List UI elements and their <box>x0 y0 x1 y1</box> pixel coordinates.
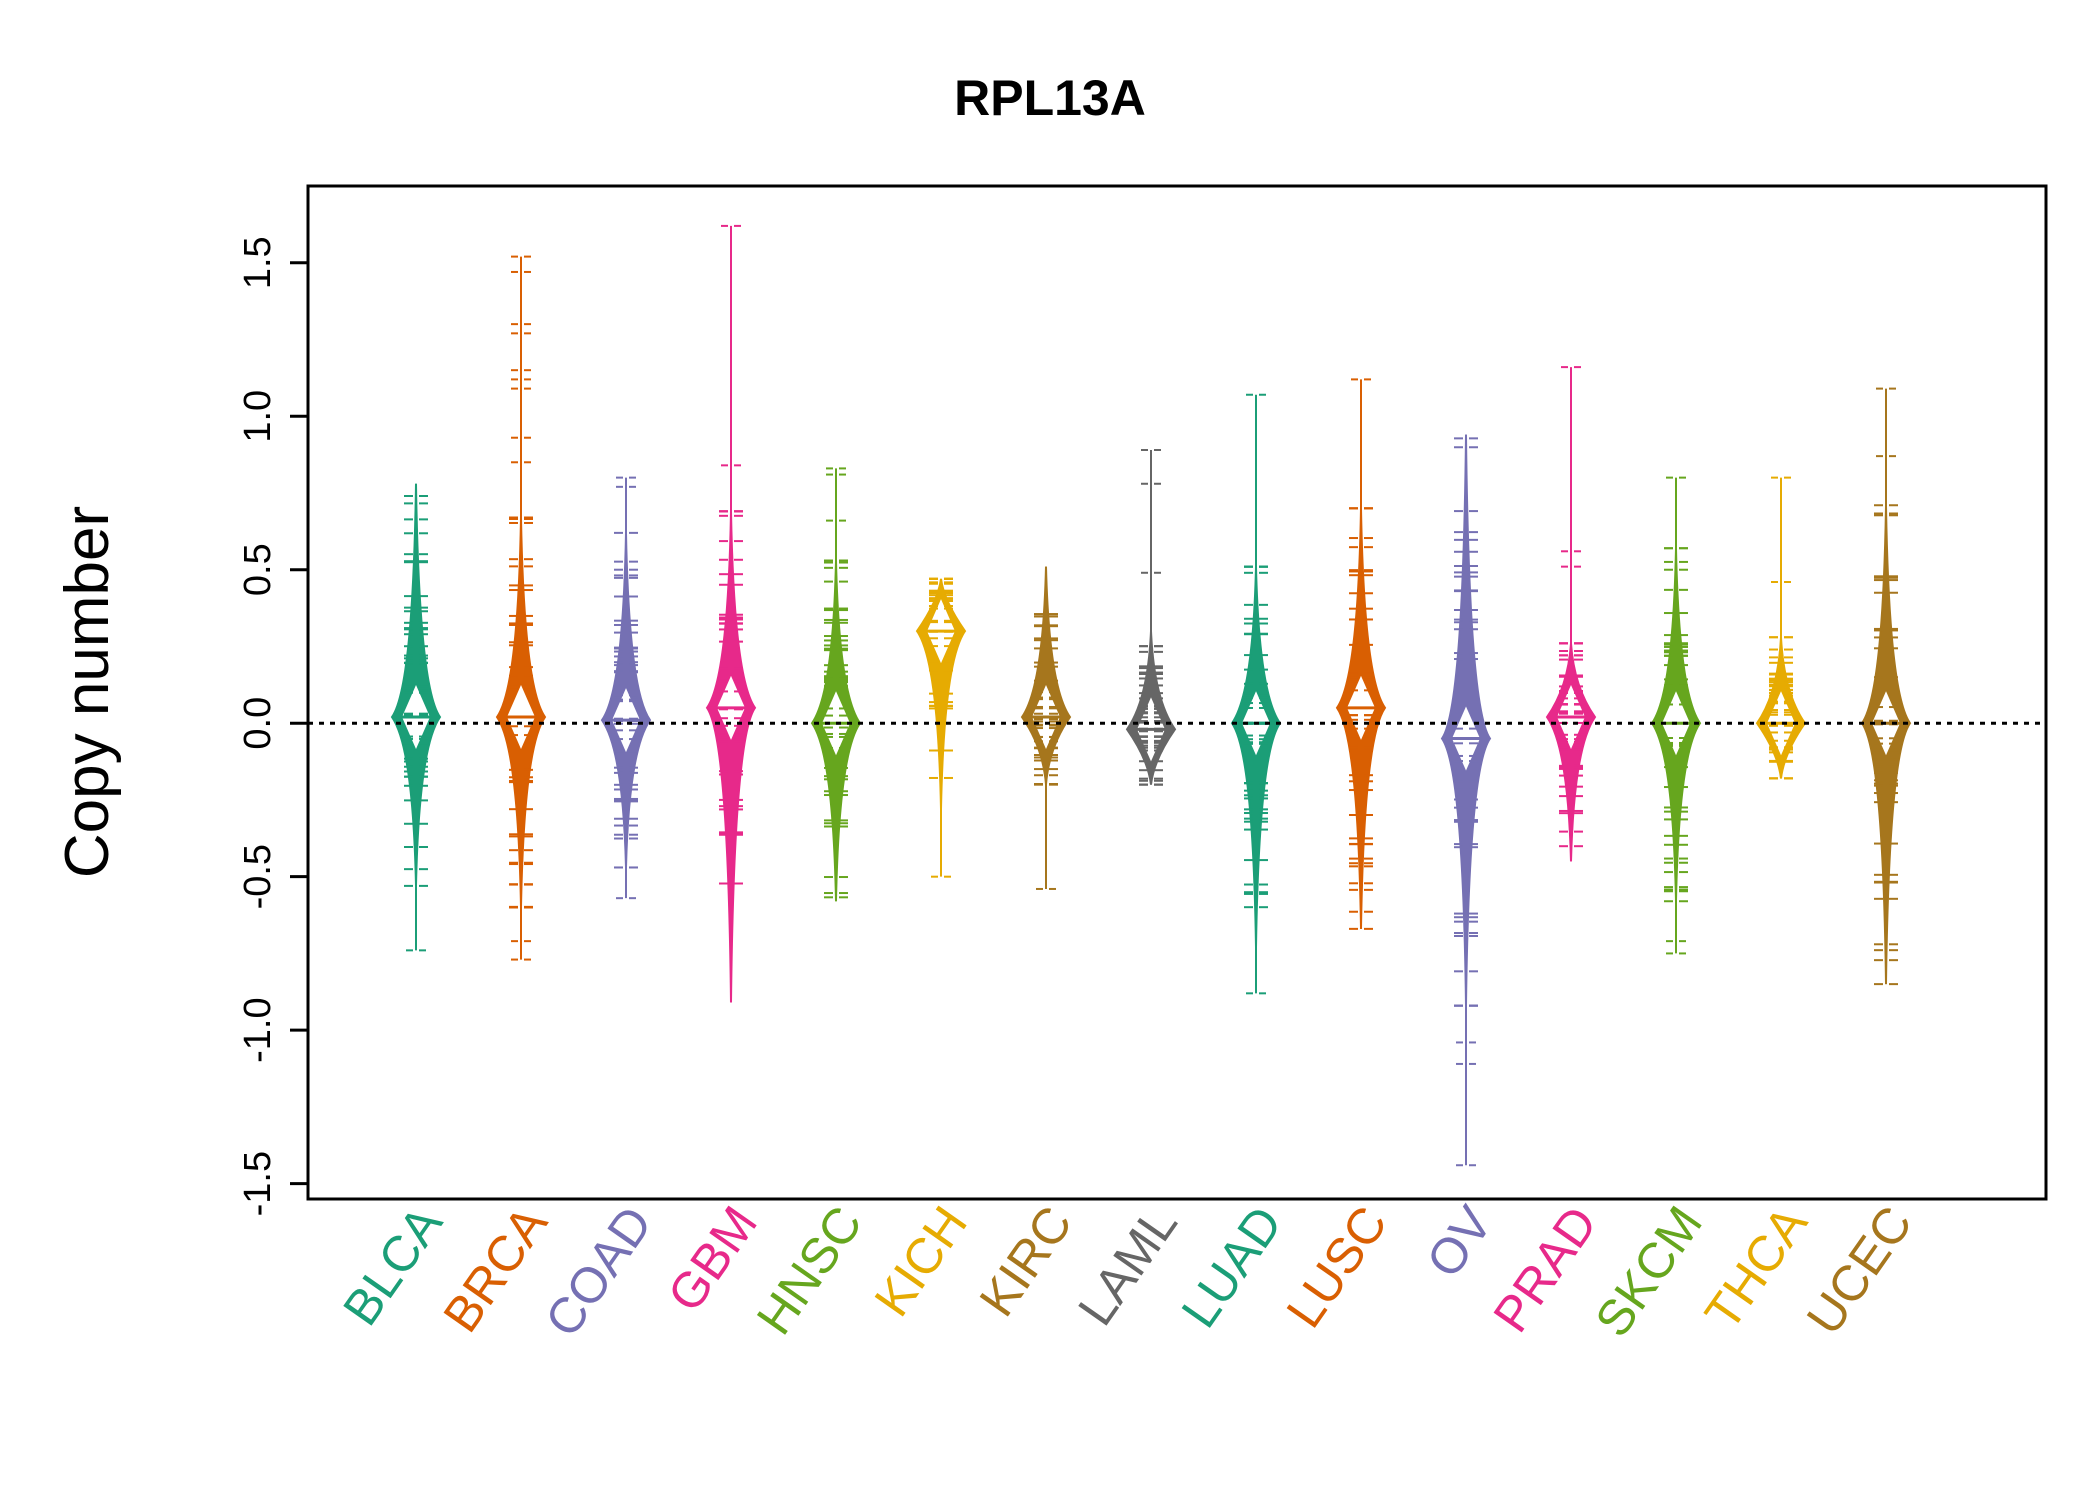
bean-kich <box>915 577 967 878</box>
bean-density <box>915 578 967 810</box>
bean-lusc <box>1335 378 1387 930</box>
x-tick-label-prad: PRAD <box>1482 1196 1608 1342</box>
bean-ucec <box>1860 387 1912 986</box>
bean-density <box>705 511 757 1003</box>
bean-hnsc <box>810 467 862 902</box>
bean-density <box>1545 643 1597 862</box>
bean-coad <box>600 476 652 900</box>
bean-density <box>1230 566 1282 948</box>
y-tick-label: -1.0 <box>237 997 279 1062</box>
bean-brca <box>495 255 547 961</box>
chart-title: RPL13A <box>954 70 1146 126</box>
x-tick-label-thca: THCA <box>1694 1196 1818 1340</box>
x-tick-label-lusc: LUSC <box>1276 1196 1398 1337</box>
x-tick-label-blca: BLCA <box>332 1196 453 1336</box>
bean-skcm <box>1650 476 1702 955</box>
x-tick-label-luad: LUAD <box>1171 1196 1293 1337</box>
x-tick-label-kich: KICH <box>864 1196 978 1326</box>
y-tick-label: 1.0 <box>237 390 279 443</box>
bean-density <box>1020 566 1072 785</box>
x-tick-label-laml: LAML <box>1067 1196 1188 1335</box>
y-tick-label: -1.5 <box>237 1151 279 1216</box>
x-tick-label-hnsc: HNSC <box>746 1196 873 1344</box>
bean-thca <box>1755 476 1807 780</box>
x-tick-label-ov: OV <box>1416 1196 1504 1288</box>
x-tick-label-skcm: SKCM <box>1584 1196 1713 1346</box>
bean-blca <box>390 483 442 952</box>
x-tick-label-kirc: KIRC <box>969 1196 1083 1326</box>
y-tick-label: 1.5 <box>237 236 279 289</box>
y-tick-label: 0.0 <box>237 697 279 750</box>
y-axis: -1.5 -1.0 -0.5 0.0 0.5 1.0 1.5 <box>237 236 310 1216</box>
y-tick-label: -0.5 <box>237 844 279 909</box>
bean-density <box>390 483 442 886</box>
x-tick-label-brca: BRCA <box>432 1196 558 1342</box>
x-tick-label-ucec: UCEC <box>1796 1196 1923 1344</box>
bean-kirc <box>1020 566 1072 890</box>
bean-ov <box>1440 434 1492 1167</box>
y-tick-label: 0.5 <box>237 543 279 596</box>
y-axis-label: Copy number <box>53 506 122 878</box>
bean-luad <box>1230 393 1282 995</box>
beans-layer <box>390 224 1912 1167</box>
bean-prad <box>1545 366 1597 862</box>
bean-laml <box>1125 448 1177 786</box>
bean-gbm <box>705 224 757 1003</box>
x-tick-label-coad: COAD <box>534 1196 663 1346</box>
